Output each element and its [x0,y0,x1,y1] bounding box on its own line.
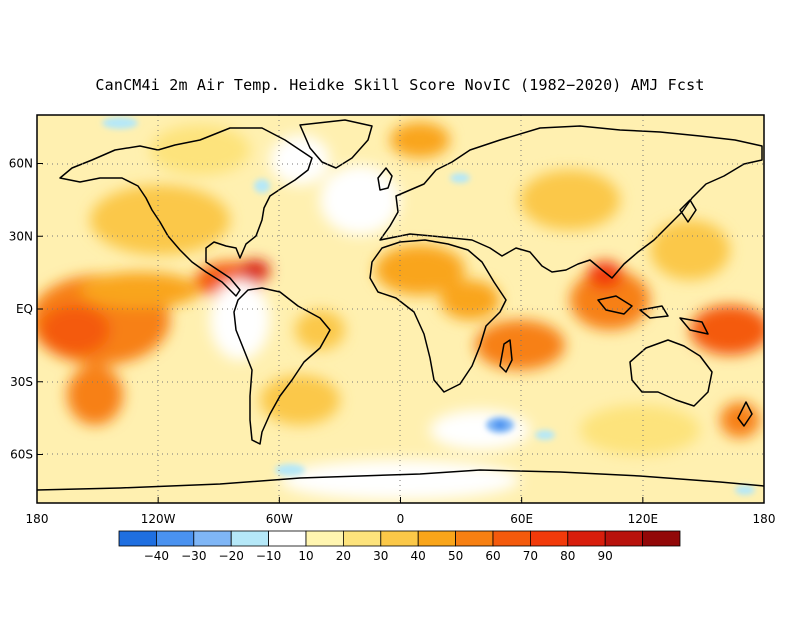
colorbar-bin [230,530,269,547]
colorbar-bin [118,530,157,547]
lon-tick-label: 60W [266,512,293,526]
colorbar-bin [193,530,232,547]
colorbar-label: −10 [256,549,281,563]
uk-coast [377,167,393,191]
colorbar-bin [642,530,681,547]
colorbar-bin [455,530,494,547]
lon-tick-label: 180 [753,512,776,526]
lon-tick-label: 120E [628,512,659,526]
colorbar-label: 40 [411,549,426,563]
antarctica-coast [37,469,764,491]
colorbar-label: 60 [485,549,500,563]
colorbar-bin [342,530,382,547]
colorbar-label: −40 [144,549,169,563]
australia-coast [629,339,713,407]
new-zealand-coast [737,401,753,427]
colorbar-bin [417,530,457,547]
colorbar-bin [380,530,419,547]
north-america-coast [59,127,313,297]
madagascar-coast [499,339,513,373]
colorbar-label: 10 [298,549,313,563]
colorbar-bin [155,530,195,547]
lat-tick-label: 30S [10,375,33,389]
colorbar-label: −30 [181,549,206,563]
maritime-islands [597,295,709,335]
colorbar-label: 30 [373,549,388,563]
colorbar-bin [604,530,644,547]
colorbar-label: 20 [336,549,351,563]
map-title: CanCM4i 2m Air Temp. Heidke Skill Score … [95,76,705,94]
lon-tick-label: 60E [510,512,533,526]
gridlines [37,115,764,503]
field-patches [37,122,764,500]
colorbar-label: −20 [219,549,244,563]
colorbar-label: 50 [448,549,463,563]
lat-tick-label: 60S [10,448,33,462]
lat-tick-label: EQ [16,302,33,316]
europe-asia-coast [379,125,763,279]
lon-tick-label: 0 [397,512,405,526]
lat-tick-label: 30N [9,229,33,243]
colorbar-label: 80 [560,549,575,563]
colorbar-label: 70 [523,549,538,563]
lon-tick-label: 120W [141,512,176,526]
colorbar-bin [268,530,307,547]
colorbar-label: 90 [598,549,613,563]
south-america-coast [233,287,331,445]
japan-coast [679,199,697,223]
lon-tick-label: 180 [26,512,49,526]
lat-tick-label: 60N [9,157,33,171]
skill-field [37,115,764,503]
colorbar: −40 −30 −20 −10 10 20 30 40 50 60 70 80 90 [118,530,681,563]
colorbar-bin [530,530,569,547]
negative-patches [102,117,755,495]
colorbar-bin [492,530,531,547]
axis-ticks: 60N 30N EQ 30S 60S 180 120W 60W 0 60E 120E 180 [9,157,776,527]
colorbar-bin [305,530,344,547]
greenland-coast [299,119,373,169]
africa-coast [369,239,507,393]
coastlines [37,119,764,491]
colorbar-bin [567,530,606,547]
